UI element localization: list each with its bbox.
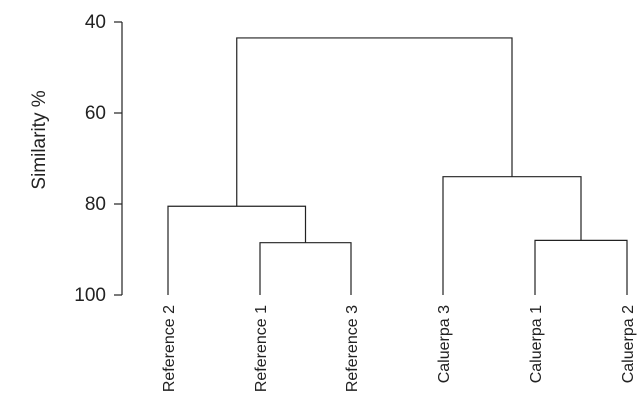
leaf-label: Caluerpa 2 — [620, 305, 637, 383]
leaf-label: Reference 2 — [161, 305, 178, 392]
dendrogram-link-3 — [167, 205, 307, 295]
dendrogram-link-4 — [442, 176, 582, 295]
y-tick-label-100: 100 — [74, 285, 106, 306]
leaf-labels: Reference 2 Reference 1 Reference 3 Caluerp… — [161, 305, 637, 392]
dendrogram-link-5 — [236, 37, 513, 207]
y-ticks: 40 60 80 100 — [74, 12, 122, 306]
y-axis: 40 60 80 100 Similarity % — [29, 12, 123, 306]
dendrogram-link-2 — [534, 239, 628, 295]
dendrogram-link-1 — [259, 242, 352, 295]
y-tick-label-40: 40 — [85, 12, 106, 33]
leaf-label: Reference 1 — [253, 305, 270, 392]
leaf-label: Reference 3 — [344, 305, 361, 392]
dendrogram-links — [167, 37, 628, 295]
leaf-label: Caluerpa 3 — [436, 305, 453, 383]
y-axis-label: Similarity % — [29, 90, 50, 189]
y-tick-label-80: 80 — [85, 194, 106, 215]
leaf-label: Caluerpa 1 — [528, 305, 545, 383]
y-tick-label-60: 60 — [85, 103, 106, 124]
